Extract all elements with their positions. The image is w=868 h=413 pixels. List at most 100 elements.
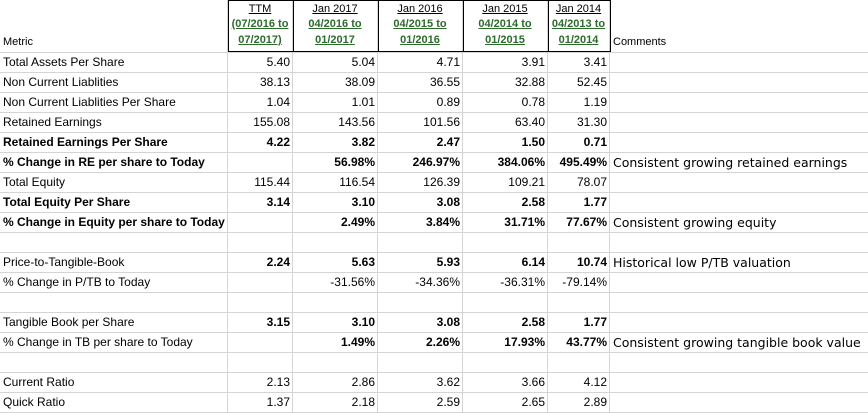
value-cell[interactable]: 1.01 xyxy=(293,93,378,112)
blank-cell[interactable] xyxy=(0,353,228,372)
comment-cell[interactable] xyxy=(610,113,868,132)
value-cell[interactable]: 32.88 xyxy=(463,73,548,92)
value-cell[interactable]: 2.13 xyxy=(228,373,293,392)
value-cell[interactable]: 2.89 xyxy=(548,393,610,412)
blank-cell[interactable] xyxy=(548,293,610,312)
value-cell[interactable]: 4.12 xyxy=(548,373,610,392)
value-cell[interactable]: 38.13 xyxy=(228,73,293,92)
value-cell[interactable]: 384.06% xyxy=(463,153,548,172)
value-cell[interactable]: -34.36% xyxy=(378,273,463,292)
value-cell[interactable]: 3.82 xyxy=(293,133,378,152)
comment-cell[interactable] xyxy=(610,273,868,292)
value-cell[interactable]: 126.39 xyxy=(378,173,463,192)
value-cell[interactable]: -36.31% xyxy=(463,273,548,292)
metric-cell[interactable]: % Change in TB per share to Today xyxy=(0,333,228,352)
metric-cell[interactable]: Non Current Liablities xyxy=(0,73,228,92)
value-cell[interactable]: 2.65 xyxy=(463,393,548,412)
value-cell[interactable]: 3.10 xyxy=(293,313,378,332)
value-cell[interactable]: 115.44 xyxy=(228,173,293,192)
metric-cell[interactable]: Price-to-Tangible-Book xyxy=(0,253,228,272)
comment-cell[interactable] xyxy=(610,93,868,112)
blank-cell[interactable] xyxy=(293,353,378,372)
value-cell[interactable]: 3.08 xyxy=(378,313,463,332)
blank-cell[interactable] xyxy=(378,353,463,372)
value-cell[interactable]: 1.19 xyxy=(548,93,610,112)
col-header-jan2015[interactable]: Jan 2015 04/2014 to 01/2015 xyxy=(463,0,548,52)
value-cell[interactable]: 3.66 xyxy=(463,373,548,392)
value-cell[interactable]: 2.59 xyxy=(378,393,463,412)
blank-cell[interactable] xyxy=(378,293,463,312)
value-cell[interactable]: 31.71% xyxy=(463,213,548,232)
value-cell[interactable]: 246.97% xyxy=(378,153,463,172)
value-cell[interactable] xyxy=(228,213,293,232)
blank-cell[interactable] xyxy=(0,293,228,312)
value-cell[interactable]: 3.84% xyxy=(378,213,463,232)
metric-cell[interactable]: Total Assets Per Share xyxy=(0,53,228,72)
value-cell[interactable]: 77.67% xyxy=(548,213,610,232)
value-cell[interactable]: 31.30 xyxy=(548,113,610,132)
metric-cell[interactable]: % Change in Equity per share to Today xyxy=(0,213,228,232)
value-cell[interactable]: 0.78 xyxy=(463,93,548,112)
comment-cell[interactable] xyxy=(610,133,868,152)
value-cell[interactable]: 17.93% xyxy=(463,333,548,352)
value-cell[interactable]: 2.58 xyxy=(463,313,548,332)
blank-cell[interactable] xyxy=(228,353,293,372)
value-cell[interactable]: 5.63 xyxy=(293,253,378,272)
value-cell[interactable]: 101.56 xyxy=(378,113,463,132)
col-header-jan2014[interactable]: Jan 2014 04/2013 to 01/2014 xyxy=(548,0,610,52)
value-cell[interactable]: 1.77 xyxy=(548,313,610,332)
value-cell[interactable]: 1.77 xyxy=(548,193,610,212)
value-cell[interactable]: 2.24 xyxy=(228,253,293,272)
value-cell[interactable]: 5.04 xyxy=(293,53,378,72)
comment-cell[interactable]: Consistent growing equity xyxy=(613,215,777,230)
value-cell[interactable]: 0.89 xyxy=(378,93,463,112)
value-cell[interactable]: 2.18 xyxy=(293,393,378,412)
blank-cell[interactable] xyxy=(548,233,610,252)
value-cell[interactable]: 116.54 xyxy=(293,173,378,192)
value-cell[interactable]: 2.49% xyxy=(293,213,378,232)
value-cell[interactable]: 4.71 xyxy=(378,53,463,72)
blank-cell[interactable] xyxy=(293,233,378,252)
value-cell[interactable]: 3.62 xyxy=(378,373,463,392)
metric-cell[interactable]: Quick Ratio xyxy=(0,393,228,412)
value-cell[interactable]: 1.50 xyxy=(463,133,548,152)
value-cell[interactable]: 2.26% xyxy=(378,333,463,352)
col-header-jan2017[interactable]: Jan 2017 04/2016 to 01/2017 xyxy=(293,0,378,52)
blank-cell[interactable] xyxy=(548,353,610,372)
value-cell[interactable]: 10.74 xyxy=(548,253,610,272)
value-cell[interactable]: 3.15 xyxy=(228,313,293,332)
value-cell[interactable]: 109.21 xyxy=(463,173,548,192)
comment-cell[interactable] xyxy=(610,193,868,212)
value-cell[interactable]: 4.22 xyxy=(228,133,293,152)
comment-cell[interactable] xyxy=(610,73,868,92)
value-cell[interactable]: 56.98% xyxy=(293,153,378,172)
metric-cell[interactable]: Total Equity xyxy=(0,173,228,192)
value-cell[interactable]: 43.77% xyxy=(548,333,610,352)
metric-cell[interactable]: Current Ratio xyxy=(0,373,228,392)
metric-header-cell[interactable]: Metric xyxy=(0,0,228,52)
blank-cell[interactable] xyxy=(463,233,548,252)
value-cell[interactable]: -79.14% xyxy=(548,273,610,292)
value-cell[interactable]: 6.14 xyxy=(463,253,548,272)
value-cell[interactable]: 3.10 xyxy=(293,193,378,212)
value-cell[interactable]: -31.56% xyxy=(293,273,378,292)
value-cell[interactable]: 63.40 xyxy=(463,113,548,132)
value-cell[interactable]: 155.08 xyxy=(228,113,293,132)
value-cell[interactable]: 1.04 xyxy=(228,93,293,112)
comment-cell[interactable] xyxy=(610,173,868,192)
comment-cell[interactable]: Consistent growing tangible book value xyxy=(613,335,861,350)
value-cell[interactable]: 2.86 xyxy=(293,373,378,392)
metric-cell[interactable]: Retained Earnings xyxy=(0,113,228,132)
value-cell[interactable] xyxy=(228,333,293,352)
value-cell[interactable]: 143.56 xyxy=(293,113,378,132)
blank-cell[interactable] xyxy=(228,293,293,312)
metric-cell[interactable]: % Change in P/TB to Today xyxy=(0,273,228,292)
blank-cell[interactable] xyxy=(228,233,293,252)
value-cell[interactable]: 2.47 xyxy=(378,133,463,152)
value-cell[interactable]: 38.09 xyxy=(293,73,378,92)
value-cell[interactable]: 495.49% xyxy=(548,153,610,172)
value-cell[interactable]: 78.07 xyxy=(548,173,610,192)
metric-cell[interactable]: % Change in RE per share to Today xyxy=(0,153,228,172)
value-cell[interactable]: 5.40 xyxy=(228,53,293,72)
blank-cell[interactable] xyxy=(463,353,548,372)
